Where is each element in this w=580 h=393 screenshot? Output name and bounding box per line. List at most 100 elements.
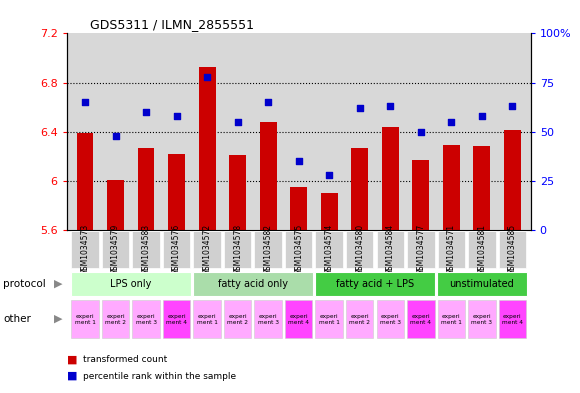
Text: experi
ment 2: experi ment 2	[349, 314, 370, 325]
FancyBboxPatch shape	[132, 300, 160, 338]
Text: unstimulated: unstimulated	[450, 279, 514, 289]
Text: ■: ■	[67, 371, 77, 381]
Bar	[107, 180, 124, 230]
Point	[81, 99, 90, 105]
FancyBboxPatch shape	[285, 231, 313, 268]
Text: experi
ment 1: experi ment 1	[75, 314, 96, 325]
Text: experi
ment 3: experi ment 3	[136, 314, 157, 325]
Bar	[504, 130, 521, 230]
Text: protocol: protocol	[3, 279, 46, 289]
Text: GSM1034573: GSM1034573	[81, 224, 89, 275]
FancyBboxPatch shape	[407, 231, 434, 268]
Text: GSM1034575: GSM1034575	[294, 224, 303, 275]
Bar	[229, 155, 246, 230]
FancyBboxPatch shape	[255, 231, 282, 268]
Text: GSM1034580: GSM1034580	[356, 224, 364, 275]
FancyBboxPatch shape	[71, 231, 99, 268]
Point	[142, 109, 151, 115]
FancyBboxPatch shape	[255, 300, 282, 338]
Bar	[412, 160, 429, 230]
Text: transformed count: transformed count	[83, 355, 167, 364]
Text: percentile rank within the sample: percentile rank within the sample	[83, 372, 236, 380]
Point	[477, 113, 487, 119]
Point	[416, 129, 426, 135]
Text: experi
ment 3: experi ment 3	[380, 314, 401, 325]
Text: ■: ■	[67, 354, 77, 365]
Bar	[260, 122, 277, 230]
Bar	[321, 193, 338, 230]
Bar	[382, 127, 398, 230]
Text: GSM1034582: GSM1034582	[264, 224, 273, 275]
Text: experi
ment 4: experi ment 4	[288, 314, 309, 325]
FancyBboxPatch shape	[376, 300, 404, 338]
Text: other: other	[3, 314, 31, 324]
Text: experi
ment 2: experi ment 2	[227, 314, 248, 325]
FancyBboxPatch shape	[437, 300, 465, 338]
Text: experi
ment 2: experi ment 2	[105, 314, 126, 325]
FancyBboxPatch shape	[437, 231, 465, 268]
Text: experi
ment 3: experi ment 3	[258, 314, 278, 325]
FancyBboxPatch shape	[468, 300, 495, 338]
Bar	[137, 148, 154, 230]
FancyBboxPatch shape	[102, 300, 129, 338]
FancyBboxPatch shape	[193, 300, 221, 338]
Point	[325, 172, 334, 178]
FancyBboxPatch shape	[376, 231, 404, 268]
Text: ▶: ▶	[54, 314, 63, 324]
Bar	[77, 133, 93, 230]
Bar	[443, 145, 460, 230]
Point	[447, 119, 456, 125]
FancyBboxPatch shape	[315, 272, 435, 296]
Text: GSM1034581: GSM1034581	[477, 224, 487, 275]
Text: experi
ment 4: experi ment 4	[502, 314, 523, 325]
Bar	[168, 154, 185, 230]
FancyBboxPatch shape	[499, 300, 526, 338]
Point	[294, 158, 303, 164]
Text: experi
ment 4: experi ment 4	[166, 314, 187, 325]
Point	[386, 103, 395, 109]
FancyBboxPatch shape	[193, 231, 221, 268]
Text: GSM1034583: GSM1034583	[142, 224, 151, 275]
FancyBboxPatch shape	[132, 231, 160, 268]
Text: experi
ment 4: experi ment 4	[410, 314, 432, 325]
FancyBboxPatch shape	[499, 231, 526, 268]
Text: experi
ment 1: experi ment 1	[441, 314, 462, 325]
Bar	[291, 187, 307, 230]
FancyBboxPatch shape	[163, 300, 190, 338]
Text: GDS5311 / ILMN_2855551: GDS5311 / ILMN_2855551	[90, 18, 254, 31]
FancyBboxPatch shape	[468, 231, 495, 268]
FancyBboxPatch shape	[102, 231, 129, 268]
Bar	[199, 66, 216, 230]
FancyBboxPatch shape	[346, 231, 374, 268]
Bar	[473, 146, 490, 230]
Point	[172, 113, 181, 119]
Text: GSM1034572: GSM1034572	[202, 224, 212, 275]
Text: experi
ment 1: experi ment 1	[319, 314, 340, 325]
Text: GSM1034571: GSM1034571	[447, 224, 456, 275]
FancyBboxPatch shape	[407, 300, 434, 338]
Point	[233, 119, 242, 125]
FancyBboxPatch shape	[71, 272, 191, 296]
FancyBboxPatch shape	[346, 300, 374, 338]
Text: GSM1034584: GSM1034584	[386, 224, 395, 275]
FancyBboxPatch shape	[224, 231, 251, 268]
Text: ▶: ▶	[54, 279, 63, 289]
Text: experi
ment 3: experi ment 3	[472, 314, 492, 325]
FancyBboxPatch shape	[285, 300, 313, 338]
Text: GSM1034577: GSM1034577	[416, 224, 425, 275]
Bar	[351, 148, 368, 230]
FancyBboxPatch shape	[437, 272, 527, 296]
FancyBboxPatch shape	[224, 300, 251, 338]
Point	[263, 99, 273, 105]
Point	[508, 103, 517, 109]
Text: experi
ment 1: experi ment 1	[197, 314, 218, 325]
FancyBboxPatch shape	[71, 300, 99, 338]
FancyBboxPatch shape	[163, 231, 190, 268]
Text: GSM1034576: GSM1034576	[172, 224, 181, 275]
Text: GSM1034574: GSM1034574	[325, 224, 333, 275]
Text: fatty acid only: fatty acid only	[218, 279, 288, 289]
Text: GSM1034578: GSM1034578	[233, 224, 242, 275]
FancyBboxPatch shape	[316, 231, 343, 268]
FancyBboxPatch shape	[193, 272, 313, 296]
FancyBboxPatch shape	[316, 300, 343, 338]
